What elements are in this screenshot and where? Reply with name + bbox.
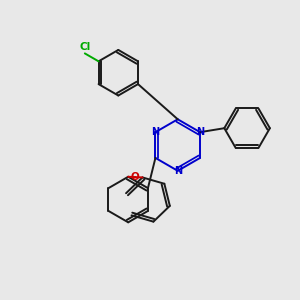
Text: N: N	[196, 127, 204, 137]
Text: N: N	[152, 127, 160, 137]
Text: Cl: Cl	[79, 42, 91, 52]
Text: N: N	[174, 166, 182, 176]
Text: O: O	[131, 172, 140, 182]
